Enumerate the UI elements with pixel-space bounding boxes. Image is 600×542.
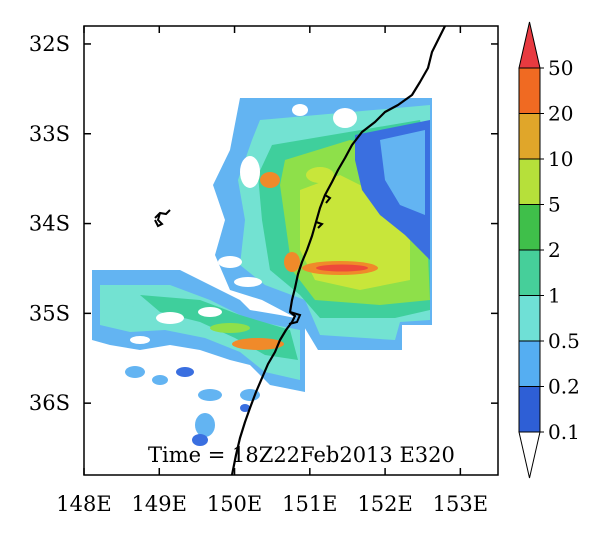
lon-tick-label: 151E xyxy=(282,492,337,516)
coastline-detail xyxy=(288,194,332,325)
time-label: Time = 18Z22Feb2013 E320 xyxy=(148,443,455,467)
coastline xyxy=(230,26,446,475)
lon-tick-label: 149E xyxy=(132,492,187,516)
colorbar-low-triangle xyxy=(518,431,541,479)
plot-area: Time = 18Z22Feb2013 E320 xyxy=(84,26,498,475)
colorbar-swatch xyxy=(518,113,541,160)
lat-tick-label: 32S xyxy=(29,32,70,56)
colorbar-label: 10 xyxy=(548,147,573,171)
precip-gaps xyxy=(204,104,357,287)
colorbar: 0.1 0.2 0.5 1 2 5 10 20 50 xyxy=(518,21,580,479)
lat-tick-label: 35S xyxy=(29,301,70,325)
longitude-axis: 148E 149E 150E 151E 152E 153E xyxy=(56,26,488,516)
colorbar-label: 0.1 xyxy=(548,420,580,444)
lat-tick-label: 34S xyxy=(29,212,70,236)
plot-frame xyxy=(83,25,499,476)
lon-tick-label: 152E xyxy=(357,492,412,516)
lon-tick-label: 150E xyxy=(207,492,262,516)
lat-tick-label: 33S xyxy=(29,122,70,146)
lat-tick-label: 36S xyxy=(29,391,70,415)
colorbar-label: 0.2 xyxy=(548,375,580,399)
lon-tick-label: 148E xyxy=(56,492,111,516)
colorbar-swatch xyxy=(518,386,541,433)
precip-field-west xyxy=(92,270,305,446)
colorbar-swatch xyxy=(518,67,541,114)
colorbar-label: 2 xyxy=(548,238,561,262)
colorbar-swatch xyxy=(518,249,541,296)
colorbar-label: 5 xyxy=(548,193,561,217)
colorbar-swatch xyxy=(518,158,541,205)
colorbar-label: 1 xyxy=(548,284,561,308)
colorbar-label: 50 xyxy=(548,56,573,80)
latitude-axis: 32S 33S 34S 35S 36S xyxy=(29,32,498,415)
colorbar-swatch xyxy=(518,340,541,387)
colorbar-label: 0.5 xyxy=(548,329,580,353)
colorbar-label: 20 xyxy=(548,102,573,126)
lon-tick-label: 153E xyxy=(433,492,488,516)
lake-outline xyxy=(154,209,171,228)
colorbar-swatch xyxy=(518,204,541,251)
colorbar-swatch xyxy=(518,295,541,342)
colorbar-high-triangle xyxy=(518,21,541,69)
